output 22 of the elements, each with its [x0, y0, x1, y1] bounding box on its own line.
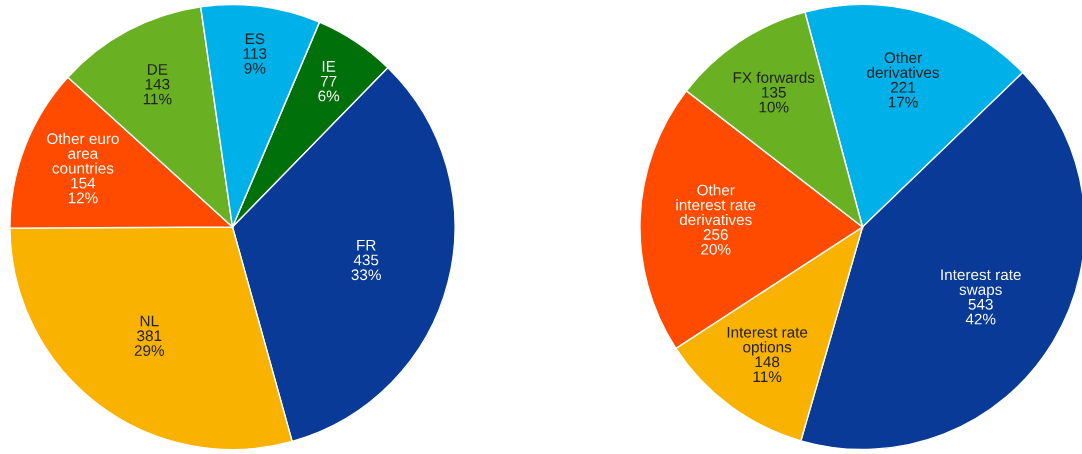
data-label: 435 33% [351, 254, 381, 281]
slice-label: Interest rate options [727, 327, 808, 356]
slice-label: FX forwards [733, 71, 815, 83]
slice-label: Other euro area countries [47, 132, 119, 174]
slice-label: ES [245, 33, 265, 45]
slice-label: Other interest rate derivatives [676, 184, 756, 226]
slice-label: DE [147, 64, 168, 75]
data-label: 148 11% [753, 356, 782, 382]
data-label: 221 17% [888, 81, 918, 108]
slice-label: Other derivatives [867, 51, 939, 78]
slice-label: NL [140, 315, 159, 327]
data-label: 143 11% [143, 78, 172, 105]
data-label: 154 12% [68, 177, 98, 204]
slice-label: IE [322, 61, 336, 72]
slice-label: FR [357, 239, 376, 251]
data-label: 135 10% [759, 86, 789, 113]
data-label: 113 9% [243, 48, 267, 74]
data-label: 256 20% [701, 229, 731, 255]
data-label: 543 42% [965, 298, 996, 325]
data-label: 77 6% [318, 75, 340, 102]
slice-label: Interest rate swaps [941, 269, 1021, 298]
data-label: 381 29% [134, 330, 165, 356]
